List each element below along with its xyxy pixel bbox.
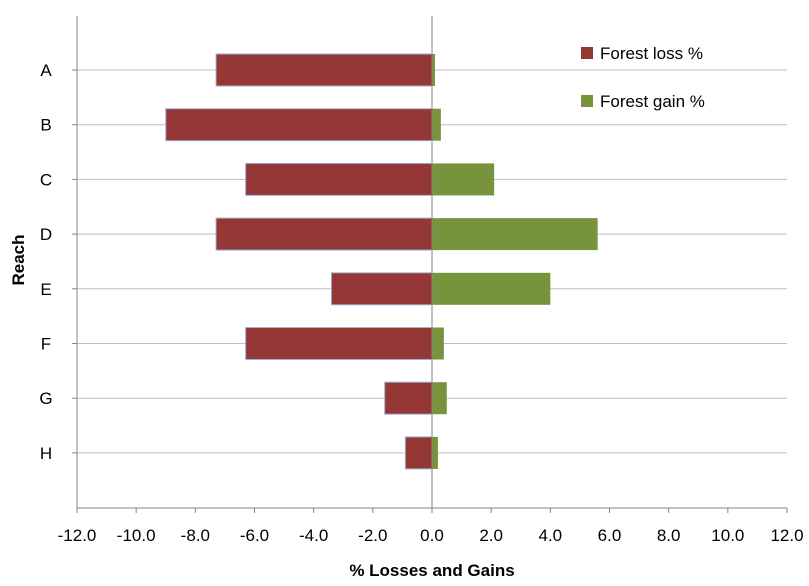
axes [72,16,788,513]
x-tick-label: -6.0 [240,526,269,545]
y-axis-label: Reach [9,234,28,285]
x-tick-label: -10.0 [117,526,156,545]
legend-swatch-loss [581,47,593,59]
x-tick-label: -12.0 [58,526,97,545]
y-tick-label-B: B [40,116,51,135]
gain-bar-B [432,108,441,141]
loss-bar-B [165,108,433,142]
legend-swatch-gain [581,95,593,107]
loss-bar-D [215,217,433,251]
x-tick-label: -2.0 [358,526,387,545]
x-tick-label: -4.0 [299,526,328,545]
x-tick-label: 4.0 [539,526,563,545]
loss-bar-G [384,381,433,415]
y-tick-label-F: F [41,335,51,354]
x-tick-label: 10.0 [711,526,744,545]
y-tick-label-H: H [40,444,52,463]
loss-bar-A [215,53,433,87]
gain-bar-H [432,436,438,469]
loss-bar-E [330,272,433,306]
gain-bar-E [432,272,551,305]
x-tick-label: -8.0 [181,526,210,545]
gain-bar-C [432,163,495,196]
y-tick-label-C: C [40,170,52,189]
loss-bar-F [245,327,433,360]
x-tick-label: 0.0 [420,526,444,545]
x-tick-label: 8.0 [657,526,681,545]
gain-bar-D [432,218,598,251]
legend-label-gain: Forest gain % [600,92,705,111]
legend-label-loss: Forest loss % [600,44,703,63]
x-tick-label: 6.0 [598,526,622,545]
legend: Forest loss % Forest gain % [581,44,705,111]
gain-bar-F [432,327,444,360]
x-tick-label: 2.0 [479,526,503,545]
tick-labels: A B C D E F G H -12.0 -10.0 -8.0 -6.0 -4.0 -2.0 0.0 2.0… [39,61,803,545]
x-axis-label: % Losses and Gains [349,561,514,580]
loss-bar-H [404,436,433,470]
y-tick-label-G: G [39,389,52,408]
loss-bar-C [245,162,433,196]
gain-bar-A [432,54,435,86]
y-tick-label-A: A [40,61,52,80]
bars [165,53,598,470]
y-tick-label-E: E [40,280,51,299]
gain-bar-G [432,382,447,415]
y-tick-label-D: D [40,225,52,244]
x-tick-label: 12.0 [770,526,803,545]
